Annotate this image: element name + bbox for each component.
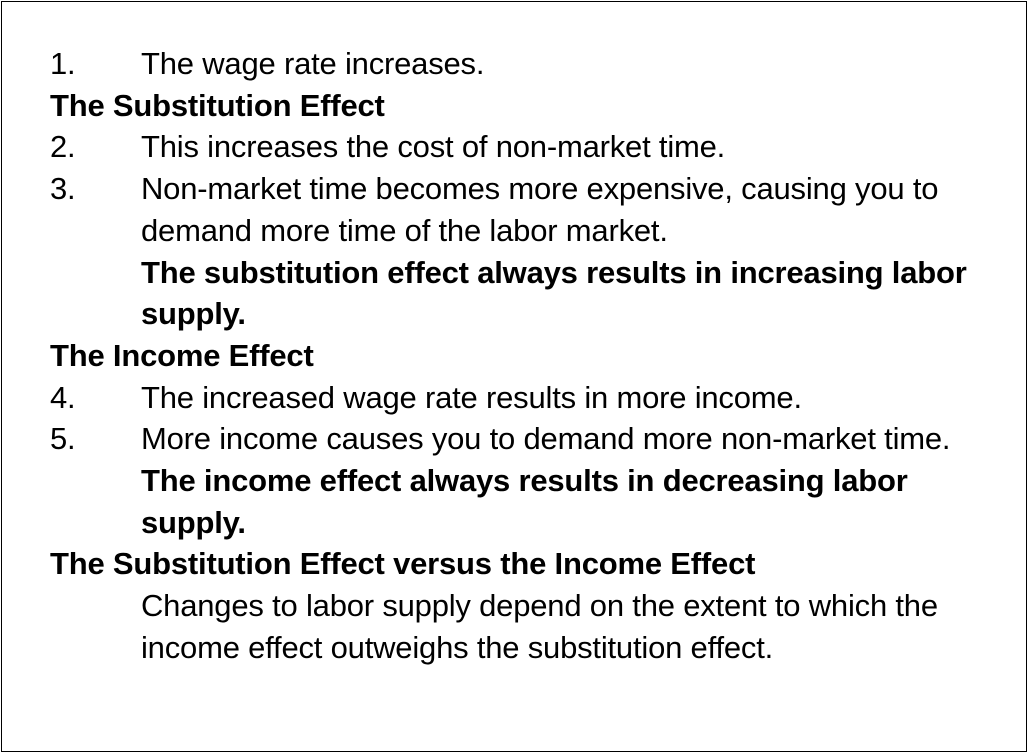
item-number: 3.: [50, 171, 76, 207]
list-item-3: 3. Non-market time becomes more expensiv…: [50, 168, 1010, 251]
item-text: More income causes you to demand more no…: [141, 421, 951, 457]
item-number: 5.: [50, 421, 76, 457]
substitution-heading: The Substitution Effect: [50, 87, 385, 123]
list-item-2: 2. This increases the cost of non-market…: [50, 126, 1010, 168]
comparison-text: Changes to labor supply depend on the ex…: [141, 588, 938, 665]
list-item-5: 5. More income causes you to demand more…: [50, 418, 1010, 460]
item-text: This increases the cost of non-market ti…: [141, 129, 726, 165]
list-item-4: 4. The increased wage rate results in mo…: [50, 377, 1010, 419]
substitution-conclusion: The substitution effect always results i…: [141, 254, 967, 332]
list-item-1: 1. The wage rate increases.: [50, 43, 1010, 85]
income-heading: The Income Effect: [50, 337, 314, 373]
item-text: Non-market time becomes more expensive, …: [141, 171, 939, 248]
comparison-heading: The Substitution Effect versus the Incom…: [50, 546, 756, 582]
income-conclusion: The income effect always results in decr…: [141, 463, 908, 540]
item-number: 2.: [50, 129, 76, 165]
document-content: 1. The wage rate increases. The Substitu…: [50, 43, 1010, 669]
item-number: 1.: [50, 46, 76, 81]
item-text: The increased wage rate results in more …: [141, 379, 802, 415]
item-text: The wage rate increases.: [141, 46, 485, 81]
item-number: 4.: [50, 379, 76, 415]
